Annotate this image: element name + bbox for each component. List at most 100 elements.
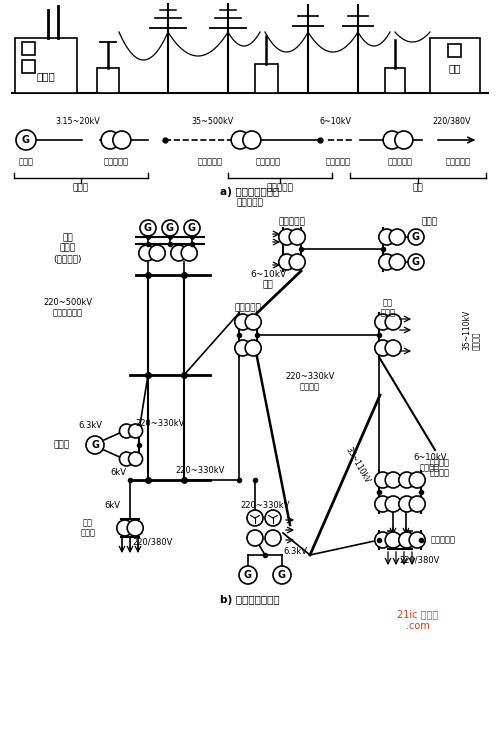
Text: 6kV: 6kV [104,500,120,509]
Text: G: G [22,135,30,145]
Text: G: G [412,232,420,242]
Circle shape [181,245,197,261]
Text: 发电厂: 发电厂 [73,183,89,192]
Text: 降压变压器: 降压变压器 [388,158,412,167]
Circle shape [385,340,401,356]
Text: 220~330kV: 220~330kV [136,418,184,428]
Text: 220/380V: 220/380V [133,538,173,547]
Text: 车间变电所: 车间变电所 [430,536,456,545]
Text: 6.3kV: 6.3kV [78,420,102,429]
Bar [22,42,35,55]
Bar [22,60,35,73]
Text: 枢纽变电所: 枢纽变电所 [234,304,262,313]
Text: 用户: 用户 [412,183,424,192]
Circle shape [247,530,263,546]
Circle shape [385,472,401,488]
Text: 高压输电线: 高压输电线 [198,158,222,167]
Text: 区域变电所: 区域变电所 [266,183,293,192]
Circle shape [379,254,395,270]
Circle shape [385,496,401,512]
Text: 6~10kV
电网: 6~10kV 电网 [250,270,286,289]
Circle shape [279,254,295,270]
Text: b) 大型电力系统图: b) 大型电力系统图 [220,595,280,605]
Circle shape [289,254,305,270]
Text: 220/380V: 220/380V [433,117,471,126]
Circle shape [184,220,200,236]
Circle shape [289,229,305,245]
Circle shape [265,510,281,526]
Circle shape [127,520,143,536]
Text: 35~110kV
地方电网: 35~110kV 地方电网 [462,310,481,350]
Circle shape [86,436,104,454]
Circle shape [379,229,395,245]
Circle shape [408,229,424,245]
Circle shape [239,566,257,584]
Text: 220~330kV: 220~330kV [240,500,290,509]
Circle shape [375,472,391,488]
Circle shape [235,314,251,330]
Text: 高压配电线: 高压配电线 [326,158,350,167]
Circle shape [389,229,405,245]
Circle shape [113,131,131,149]
Circle shape [247,510,263,526]
Circle shape [128,424,142,438]
Circle shape [399,532,415,548]
Text: 工厂总降
压变电所: 工厂总降 压变电所 [430,459,450,478]
Circle shape [120,424,134,438]
Bar [430,38,480,93]
Circle shape [389,254,405,270]
Circle shape [375,314,391,330]
Text: 降压变压器: 降压变压器 [256,158,280,167]
Circle shape [171,245,187,261]
Bar [15,38,77,93]
Circle shape [243,131,261,149]
Text: 低压配电线: 低压配电线 [446,158,470,167]
Text: G: G [144,223,152,233]
Circle shape [139,245,155,261]
Bar [255,64,278,93]
Circle shape [383,131,401,149]
Text: 3.15~20kV: 3.15~20kV [56,117,100,126]
Circle shape [409,496,425,512]
Text: 地区
变电所: 地区 变电所 [380,298,396,318]
Circle shape [385,314,401,330]
Text: 220~330kV
区域电网: 220~330kV 区域电网 [286,373,335,392]
Circle shape [409,532,425,548]
Circle shape [149,245,165,261]
Circle shape [265,530,281,546]
Circle shape [399,472,415,488]
Circle shape [273,566,291,584]
Text: 220~500kV
超高压输电线: 220~500kV 超高压输电线 [44,298,92,318]
Bar [448,44,461,57]
Circle shape [117,520,133,536]
Text: G: G [412,257,420,267]
Text: G: G [244,570,252,580]
Text: 用户
变电所: 用户 变电所 [80,518,96,538]
Text: 升压变压器: 升压变压器 [104,158,128,167]
Circle shape [279,229,295,245]
Circle shape [395,131,413,149]
Circle shape [375,340,391,356]
Text: 6.3kV: 6.3kV [283,548,307,557]
Circle shape [140,220,156,236]
Circle shape [245,314,261,330]
Text: 用户: 用户 [449,63,461,73]
Circle shape [375,496,391,512]
Circle shape [120,452,134,466]
Bar [385,68,405,93]
Text: 6~10kV
配电线路: 6~10kV 配电线路 [413,453,447,473]
Text: 21ic 电子网
.com: 21ic 电子网 .com [398,609,438,631]
Circle shape [408,254,424,270]
Circle shape [399,496,415,512]
Text: a) 电力传输示意图: a) 电力传输示意图 [220,187,280,197]
Circle shape [16,130,36,150]
Circle shape [409,472,425,488]
Circle shape [375,532,391,548]
Text: 发电厂: 发电厂 [36,71,56,81]
Text: 220~330kV: 220~330kV [176,465,224,474]
Circle shape [231,131,249,149]
Circle shape [101,131,119,149]
Text: 35~110kV: 35~110kV [344,445,372,485]
Bar [97,68,119,93]
Circle shape [162,220,178,236]
